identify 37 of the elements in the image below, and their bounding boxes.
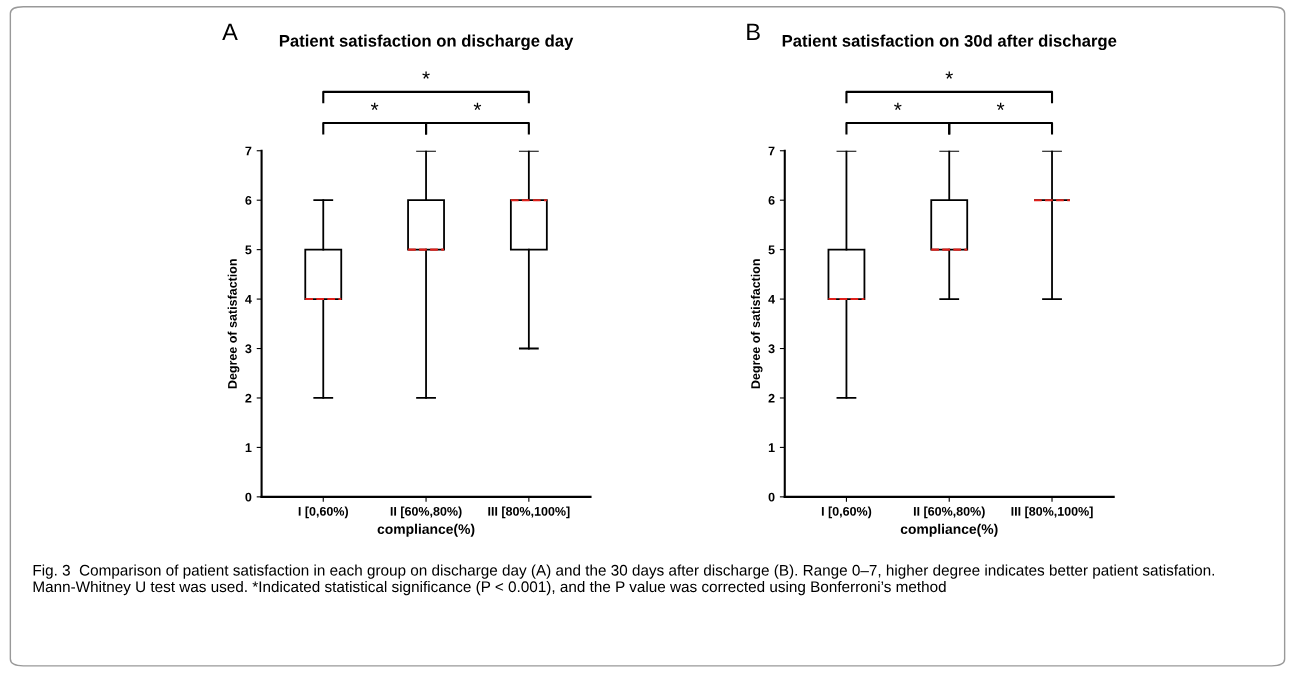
x-tick-label: I [0,60%) [298,506,348,519]
text: * [370,102,379,110]
x-tick-label: III [80%,100%] [1011,506,1093,519]
text: B [747,23,760,40]
y-tick-label: 4 [245,295,252,304]
text: * [894,102,902,110]
x-tick-label: II [60%,80%) [390,506,462,519]
x-axis-title: compliance(%) [900,523,998,537]
x-tick-label: III [80%,100%] [488,506,570,519]
chart-title: Patient satisfaction on 30d after discharge [782,34,1117,51]
y-axis-title: Degree of satisfaction [227,259,240,389]
y-tick-label: 0 [245,492,252,502]
y-tick-label: 3 [768,344,775,354]
chart-title: Patient satisfaction on discharge day [279,34,574,51]
y-tick-label: 3 [245,344,252,354]
y-tick-label: 7 [768,146,775,156]
text: * [945,71,953,79]
y-tick-label: 1 [768,443,775,452]
y-tick-label: 0 [768,492,775,502]
y-tick-label: 2 [245,393,252,403]
x-axis-title: compliance(%) [377,523,475,537]
y-tick-label: 5 [245,245,252,255]
y-tick-label: 6 [245,195,252,205]
caption: Fig. 3 Comparison of patient satisfaction in each group on discharge day (A) and the 30 days after discharge (B). Range 0–7, higher degree indicates better patient satisfation. Mann-Whitney U test was used. *Indicated statistical significance (P < 0.001), and the P value was corrected using Bonferroni’s method [33,564,1215,596]
text: * [473,102,482,110]
x-tick-label: II [60%,80%) [913,506,985,519]
y-tick-label: 5 [768,245,775,255]
y-tick-label: 1 [245,443,252,452]
y-tick-label: 6 [768,195,775,205]
y-tick-label: 7 [245,146,252,156]
text: * [422,71,430,79]
text: A [222,23,238,40]
y-axis-title: Degree of satisfaction [750,259,763,389]
x-tick-label: I [0,60%) [821,506,872,519]
y-tick-label: 2 [768,393,775,403]
y-tick-label: 4 [768,295,775,304]
text: * [996,102,1005,110]
